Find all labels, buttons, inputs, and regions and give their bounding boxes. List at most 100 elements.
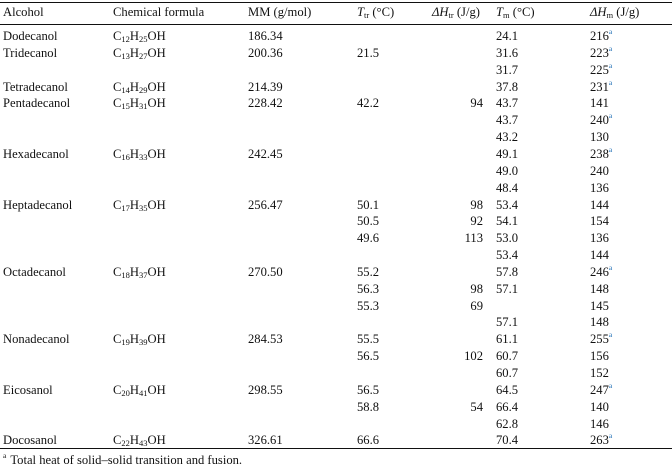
cell-chemical-formula: C12H25OH [113,29,166,44]
cell-transition-enthalpy: 92 [470,214,483,229]
cell-melting-enthalpy: 255a [590,330,613,347]
footnote-mark: a [3,451,7,460]
cell-transition-enthalpy: 98 [470,281,483,296]
cell-transition-temperature: 21.5 [357,45,380,60]
cell-melting-enthalpy: 246a [590,262,613,279]
footnote-ref-mark: a [608,111,613,121]
table-row: 49.0 240 [0,163,672,180]
table-row: 43.2 130 [0,129,672,146]
cell-alcohol: Nonadecanol [3,332,70,347]
cell-melting-temperature: 57.1 [496,281,519,296]
table-row: 56.5 102 60.7 156 [0,348,672,365]
cell-chemical-formula: C14H29OH [113,79,166,95]
cell-transition-temperature: 55.3 [357,298,380,313]
cell-molar-mass: 214.39 [248,79,283,94]
table-row: Octadecanol C18H37OH 270.50 55.2 57.8 246a [0,264,672,281]
table-row: Tetradecanol C14H29OH 214.39 37.8 231a [0,77,672,96]
cell-melting-temperature: 43.2 [496,130,519,145]
cell-alcohol: Pentadecanol [3,96,71,111]
header-transition-temperature: Ttr (°C) [357,5,395,20]
footnote-ref-mark: a [608,262,613,272]
cell-melting-temperature: 53.4 [496,197,519,212]
cell-melting-temperature: 60.7 [496,349,519,364]
cell-transition-temperature: 55.2 [357,264,380,279]
table-row: Tridecanol C13H27OH 200.36 21.5 31.6 223a [0,45,672,62]
table-row: 62.8 146 [0,416,672,433]
cell-alcohol: Dodecanol [3,29,58,43]
cell-melting-temperature: 43.7 [496,113,519,128]
cell-melting-temperature: 57.8 [496,264,519,279]
cell-transition-temperature: 49.6 [357,231,380,246]
cell-chemical-formula: C15H31OH [113,96,166,112]
cell-melting-temperature: 53.0 [496,231,519,246]
cell-melting-temperature: 31.6 [496,45,519,60]
cell-transition-temperature: 66.6 [357,433,380,448]
cell-alcohol: Heptadecanol [3,197,73,212]
header-melting-enthalpy: ΔHm (J/g) [590,5,640,20]
cell-molar-mass: 228.42 [248,96,283,111]
cell-melting-enthalpy: 130 [590,130,609,145]
cell-molar-mass: 256.47 [248,197,283,212]
footnote-ref-mark: a [608,330,613,340]
table-top-rule [0,2,672,3]
table-row: Heptadecanol C17H35OH 256.47 50.1 98 53.4 144 [0,197,672,214]
cell-molar-mass: 284.53 [248,332,283,347]
table-row: 56.3 98 57.1 148 [0,281,672,298]
header-alcohol: Alcohol [3,5,44,19]
table-row: 50.5 92 54.1 154 [0,213,672,230]
footnote-ref-mark: a [608,380,613,390]
footnote-ref-mark: a [608,77,613,87]
table-row: 53.4 144 [0,247,672,264]
table-row: Eicosanol C20H41OH 298.55 56.5 64.5 247a [0,382,672,399]
cell-melting-temperature: 49.1 [496,146,519,161]
cell-melting-enthalpy: 141 [590,96,609,111]
cell-melting-enthalpy: 144 [590,197,609,212]
cell-transition-enthalpy: 98 [470,197,483,212]
cell-alcohol: Octadecanol [3,264,66,279]
cell-melting-temperature: 37.8 [496,79,519,94]
header-melting-temperature: Tm (°C) [496,5,535,20]
cell-alcohol: Hexadecanol [3,146,69,161]
cell-melting-enthalpy: 225a [590,60,613,77]
footnote-ref-mark: a [608,27,613,36]
cell-transition-temperature: 56.5 [357,349,380,364]
cell-molar-mass: 242.45 [248,146,283,161]
cell-melting-enthalpy: 146 [590,416,609,431]
table-row: 60.7 152 [0,365,672,382]
table-row: Nonadecanol C19H39OH 284.53 55.5 61.1 255a [0,331,672,348]
cell-melting-temperature: 61.1 [496,332,519,347]
table-footnote: a Total heat of solid–solid transition an… [3,451,242,468]
cell-transition-temperature: 58.8 [357,399,380,414]
cell-alcohol: Tridecanol [3,45,58,60]
table-row: Pentadecanol C15H31OH 228.42 42.2 94 43.7 141 [0,95,672,112]
cell-transition-enthalpy: 69 [470,298,483,313]
cell-melting-enthalpy: 240a [590,111,613,128]
table-row: Hexadecanol C16H33OH 242.45 49.1 238a [0,146,672,163]
cell-melting-enthalpy: 216a [590,27,613,43]
cell-melting-temperature: 49.0 [496,163,519,178]
header-chemical-formula: Chemical formula [113,5,205,19]
cell-melting-temperature: 48.4 [496,180,519,195]
header-molar-mass: MM (g/mol) [248,5,312,19]
cell-melting-temperature: 53.4 [496,248,519,263]
cell-transition-temperature: 56.5 [357,382,380,397]
cell-melting-enthalpy: 148 [590,281,609,296]
cell-melting-enthalpy: 148 [590,315,609,330]
cell-melting-temperature: 24.1 [496,29,519,43]
cell-transition-temperature: 55.5 [357,332,380,347]
cell-transition-temperature: 50.5 [357,214,380,229]
cell-melting-enthalpy: 140 [590,399,609,414]
cell-chemical-formula: C19H39OH [113,332,166,348]
table-row: 48.4 136 [0,180,672,197]
table-row: Dodecanol C12H25OH 186.34 24.1 216a [0,28,672,45]
cell-melting-enthalpy: 263a [590,431,613,448]
cell-melting-temperature: 43.7 [496,96,519,111]
cell-melting-enthalpy: 154 [590,214,609,229]
cell-melting-enthalpy: 144 [590,248,609,263]
table-header-rule [0,24,672,25]
footnote-ref-mark: a [608,60,613,70]
cell-melting-enthalpy: 231a [590,77,613,94]
header-transition-enthalpy: ΔHtr (J/g) [432,5,480,20]
cell-melting-enthalpy: 223a [590,43,613,60]
cell-melting-enthalpy: 136 [590,231,609,246]
